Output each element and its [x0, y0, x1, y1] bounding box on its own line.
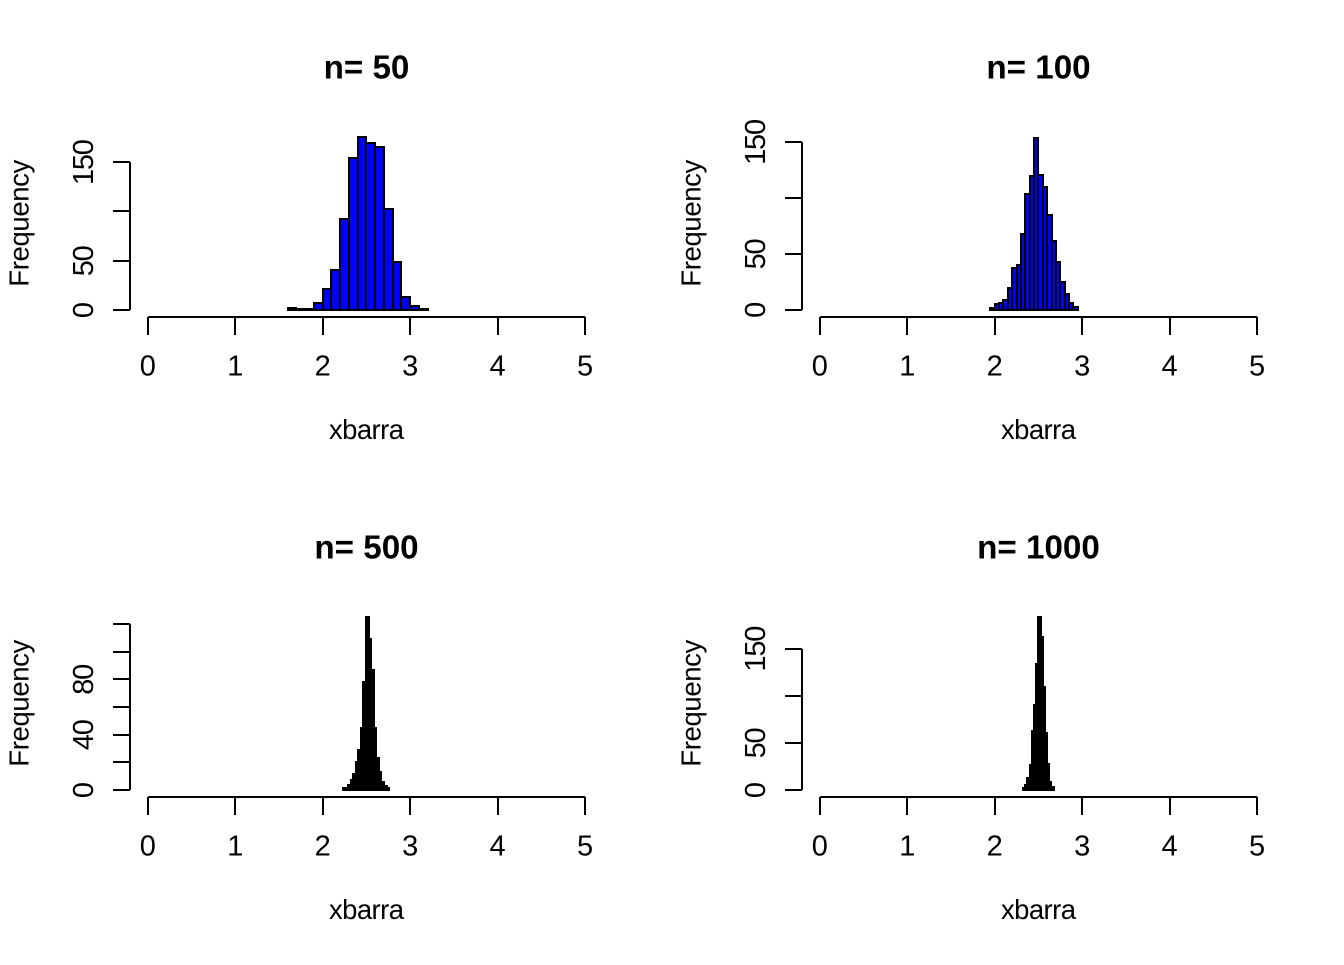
svg-text:xbarra: xbarra [1001, 414, 1077, 445]
svg-text:Frequency: Frequency [676, 159, 707, 286]
svg-text:1: 1 [227, 350, 243, 382]
svg-text:0: 0 [812, 350, 828, 382]
svg-text:Frequency: Frequency [676, 639, 707, 766]
svg-text:0: 0 [68, 302, 100, 318]
svg-text:5: 5 [1249, 350, 1265, 382]
svg-text:1: 1 [899, 830, 915, 862]
svg-text:0: 0 [812, 830, 828, 862]
svg-text:150: 150 [740, 626, 772, 672]
svg-text:0: 0 [140, 350, 156, 382]
svg-text:5: 5 [1249, 830, 1265, 862]
svg-text:3: 3 [1074, 830, 1090, 862]
svg-text:50: 50 [740, 727, 772, 758]
svg-text:xbarra: xbarra [329, 414, 405, 445]
svg-text:4: 4 [1162, 830, 1178, 862]
svg-text:xbarra: xbarra [1001, 894, 1077, 925]
svg-text:1: 1 [227, 830, 243, 862]
svg-text:n= 500: n= 500 [314, 530, 418, 567]
svg-text:n= 50: n= 50 [324, 50, 410, 87]
svg-text:3: 3 [1074, 350, 1090, 382]
svg-text:2: 2 [987, 350, 1003, 382]
svg-text:0: 0 [740, 302, 772, 318]
svg-text:4: 4 [490, 830, 506, 862]
svg-text:1: 1 [899, 350, 915, 382]
svg-text:0: 0 [740, 782, 772, 798]
svg-text:2: 2 [315, 350, 331, 382]
svg-text:Frequency: Frequency [4, 639, 35, 766]
svg-text:n= 100: n= 100 [986, 50, 1090, 87]
svg-text:n= 1000: n= 1000 [977, 530, 1100, 567]
svg-text:50: 50 [740, 238, 772, 269]
svg-text:5: 5 [577, 350, 593, 382]
svg-text:2: 2 [987, 830, 1003, 862]
svg-text:5: 5 [577, 830, 593, 862]
svg-text:50: 50 [68, 245, 100, 276]
svg-text:0: 0 [140, 830, 156, 862]
svg-text:2: 2 [315, 830, 331, 862]
svg-text:4: 4 [490, 350, 506, 382]
svg-text:0: 0 [68, 782, 100, 798]
svg-text:3: 3 [402, 350, 418, 382]
svg-text:150: 150 [68, 139, 100, 185]
svg-text:80: 80 [68, 664, 100, 695]
svg-text:150: 150 [740, 119, 772, 165]
svg-text:xbarra: xbarra [329, 894, 405, 925]
svg-text:40: 40 [68, 719, 100, 750]
svg-text:Frequency: Frequency [4, 159, 35, 286]
svg-text:4: 4 [1162, 350, 1178, 382]
svg-text:3: 3 [402, 830, 418, 862]
